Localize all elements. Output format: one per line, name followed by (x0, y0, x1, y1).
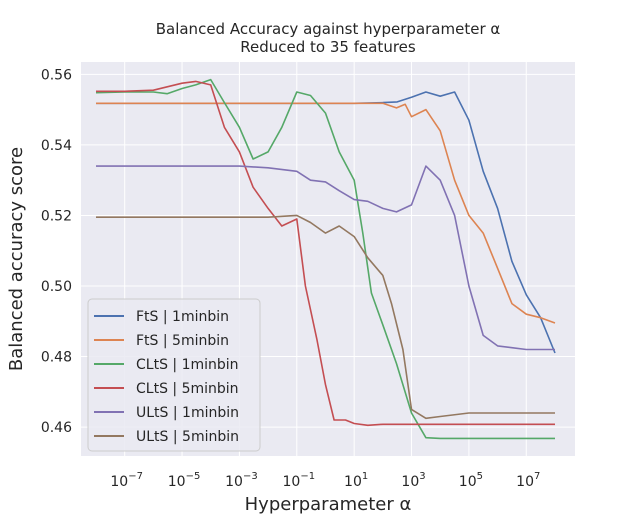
x-axis-label: Hyperparameter α (245, 494, 412, 515)
legend-label: CLtS | 5minbin (136, 381, 239, 397)
y-tick-label: 0.50 (41, 279, 72, 295)
series-line-1 (96, 102, 556, 324)
legend: FtS | 1minbin FtS | 5minbin CLtS | 1minbin… (87, 298, 261, 452)
x-tick-label: 107 (516, 471, 540, 490)
y-tick-label: 0.52 (41, 208, 72, 224)
x-tick-label: 105 (459, 471, 483, 490)
legend-label: FtS | 5minbin (136, 333, 229, 349)
x-tick-label: 101 (344, 471, 368, 490)
series-line-5 (96, 214, 555, 420)
chart-title: Balanced Accuracy against hyperparameter… (156, 20, 501, 38)
x-tick-label: 10−1 (283, 471, 316, 490)
series-line-2 (95, 78, 555, 440)
chart-subtitle: Reduced to 35 features (240, 38, 416, 56)
y-tick-label: 0.48 (41, 350, 72, 366)
y-tick-label: 0.54 (41, 138, 72, 154)
legend-box (87, 298, 261, 452)
x-tick-label: 10−5 (168, 471, 201, 490)
x-tick-label: 10−7 (110, 471, 143, 490)
y-axis-label: Balanced accuracy score (6, 147, 27, 371)
series-line-3 (96, 80, 555, 427)
series-line-4 (96, 165, 555, 351)
legend-label: ULtS | 5minbin (136, 429, 239, 445)
y-axis-ticks: 0.46 0.48 0.50 0.52 0.54 0.56 (41, 67, 72, 436)
x-axis-ticks: 10−7 10−5 10−3 10−1 101 103 105 107 (110, 471, 540, 490)
y-tick-label: 0.46 (41, 420, 72, 436)
x-tick-label: 10−3 (225, 471, 258, 490)
legend-label: CLtS | 1minbin (136, 357, 239, 373)
series-lines (95, 78, 556, 440)
legend-label: ULtS | 1minbin (136, 405, 239, 421)
legend-label: FtS | 1minbin (136, 309, 229, 325)
y-tick-label: 0.56 (41, 67, 72, 83)
x-tick-label: 103 (401, 471, 425, 490)
